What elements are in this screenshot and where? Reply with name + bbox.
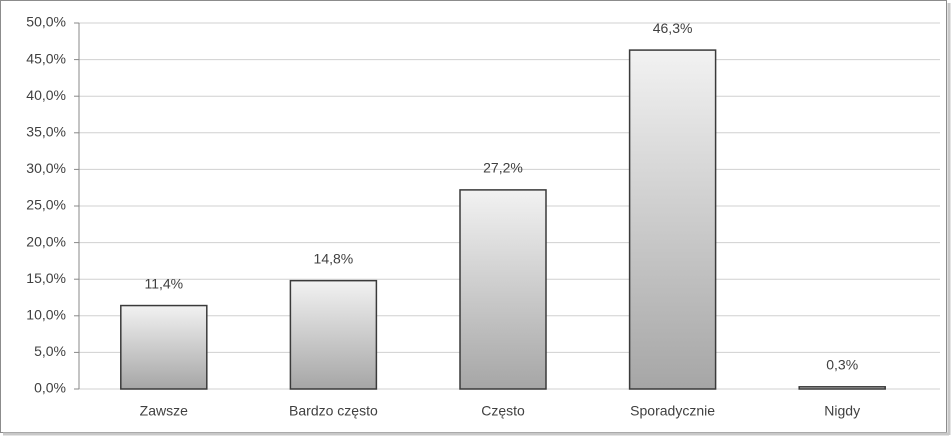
bar: [798, 386, 886, 390]
y-tick-label: 30,0%: [26, 160, 66, 176]
x-tick-label: Nigdy: [824, 403, 860, 419]
y-tick-label: 40,0%: [26, 87, 66, 103]
y-tick-label: 50,0%: [26, 14, 66, 30]
y-tick-label: 15,0%: [26, 270, 66, 286]
value-label: 14,8%: [314, 250, 354, 266]
value-label: 0,3%: [826, 357, 858, 373]
x-tick-label: Sporadycznie: [630, 403, 715, 419]
y-tick-label: 20,0%: [26, 233, 66, 249]
x-tick-label: Często: [481, 403, 525, 419]
bar: [289, 279, 378, 390]
x-tick-label: Zawsze: [140, 403, 188, 419]
value-label: 27,2%: [483, 160, 523, 176]
y-tick-label: 25,0%: [26, 197, 66, 213]
y-tick-label: 0,0%: [34, 380, 66, 396]
x-tick-label: Bardzo często: [289, 403, 378, 419]
bar: [628, 49, 717, 390]
y-tick-label: 10,0%: [26, 307, 66, 323]
y-tick-label: 35,0%: [26, 124, 66, 140]
value-label: 11,4%: [144, 275, 183, 291]
y-tick-label: 5,0%: [34, 343, 66, 359]
bar: [120, 304, 208, 390]
value-label: 46,3%: [653, 20, 693, 36]
y-tick-label: 45,0%: [26, 50, 66, 66]
bar: [459, 189, 547, 390]
